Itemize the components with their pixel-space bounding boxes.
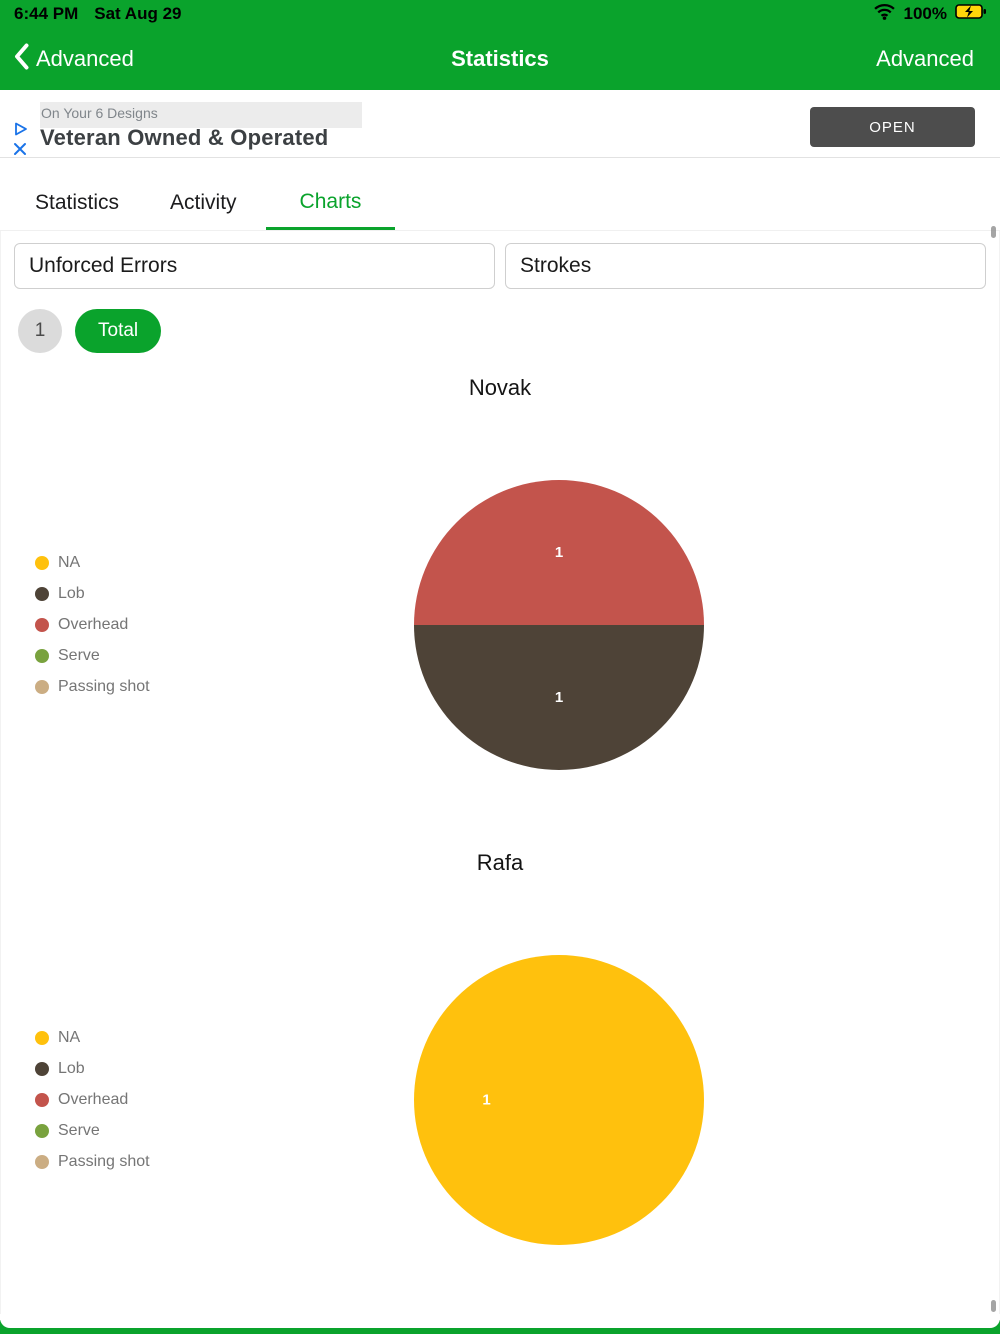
legend-dot-icon [35,617,49,632]
pie-chart: 11 [414,480,704,770]
scrollbar-indicator[interactable] [991,1300,996,1312]
chart-legend: NA Lob Overhead Serve Passing shot [35,1022,150,1177]
legend-label: Lob [58,1059,85,1077]
adchoices-icon[interactable] [13,121,29,137]
battery-charging-icon [955,4,986,24]
pie-slice-value: 1 [555,544,563,561]
chart-title: Rafa [476,850,524,875]
status-date: Sat Aug 29 [94,4,182,23]
unforced-errors-select[interactable]: Unforced Errors [14,243,495,289]
legend-label: Overhead [58,615,129,633]
legend-label: Serve [58,646,100,664]
pie-slice-value: 1 [482,1092,490,1109]
wifi-icon [873,3,896,25]
page-title: Statistics [451,46,549,71]
nav-bar: Advanced Statistics Advanced [0,28,1000,90]
legend-label: Passing shot [58,1152,150,1170]
chart-legend: NA Lob Overhead Serve Passing shot [35,547,150,702]
tab-activity[interactable]: Activity [170,191,237,214]
ad-close-icon[interactable] [13,142,27,156]
set-count-badge[interactable]: 1 [18,309,62,353]
legend-dot-icon [35,679,49,694]
tab-statistics[interactable]: Statistics [35,191,120,214]
status-time: 6:44 PM [14,4,79,23]
ad-headline: Veteran Owned & Operated [40,125,329,150]
chart-section-novak: Novak NA Lob Overhead Serve Passing shot 1 1 [0,375,1000,843]
legend-dot-icon [35,1030,49,1045]
legend-dot-icon [35,1092,49,1107]
tab-bar: Statistics Activity Charts [0,176,1000,231]
pie-slice-overhead [414,480,704,625]
ad-advertiser-name: On Your 6 Designs [41,105,158,121]
pie-slice-value: 1 [555,689,563,706]
pie-slice-lob [414,625,704,770]
legend-dot-icon [35,1123,49,1138]
ad-banner[interactable]: On Your 6 Designs Veteran Owned & Operat… [0,90,1000,158]
legend-item: Lob [35,578,150,609]
sheet-bottom-corners [0,1318,1000,1328]
filter-row: Unforced Errors Strokes [14,243,986,289]
advanced-button[interactable]: Advanced [876,46,974,71]
set-selector-row: 1 Total [18,309,162,353]
legend-dot-icon [35,555,49,570]
chart-title: Novak [468,375,532,400]
scrollbar-indicator[interactable] [991,226,996,238]
legend-item: Serve [35,1115,150,1146]
legend-item: NA [35,547,150,578]
legend-dot-icon [35,1061,49,1076]
legend-dot-icon [35,1154,49,1169]
legend-label: Lob [58,584,85,602]
ad-open-button[interactable]: OPEN [810,107,975,147]
legend-label: NA [58,1028,81,1046]
total-button[interactable]: Total [75,309,162,353]
legend-item: Passing shot [35,1146,150,1177]
legend-item: Overhead [35,1084,150,1115]
ad-placeholder-box [40,102,362,128]
legend-item: Serve [35,640,150,671]
legend-label: Serve [58,1121,100,1139]
status-bar: 6:44 PM Sat Aug 29 100% [0,0,1000,28]
left-hairline [0,231,1,1314]
legend-label: NA [58,553,81,571]
strokes-select[interactable]: Strokes [505,243,986,289]
legend-label: Passing shot [58,677,150,695]
legend-item: NA [35,1022,150,1053]
legend-dot-icon [35,648,49,663]
chart-section-rafa: Rafa NA Lob Overhead Serve Passing shot 1 [0,850,1000,1318]
legend-dot-icon [35,586,49,601]
battery-percent: 100% [903,4,947,23]
back-chevron-icon [14,43,29,75]
back-button-label: Advanced [36,46,134,71]
pie-slice-na [414,955,704,1245]
legend-item: Overhead [35,609,150,640]
legend-item: Lob [35,1053,150,1084]
legend-item: Passing shot [35,671,150,702]
legend-label: Overhead [58,1090,129,1108]
back-button[interactable]: Advanced [14,28,134,90]
tab-charts[interactable]: Charts [265,176,396,230]
pie-chart: 1 [414,955,704,1245]
